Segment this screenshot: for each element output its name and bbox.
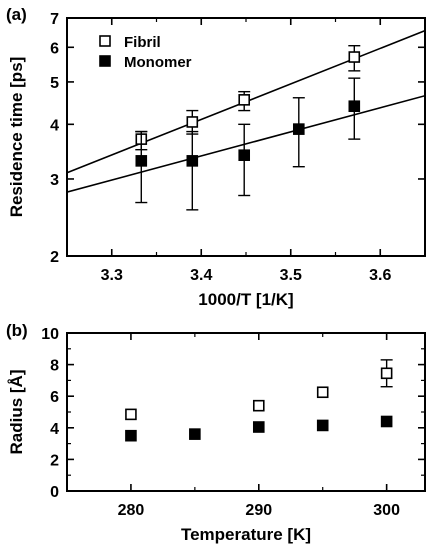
legend-label: Monomer (124, 54, 192, 71)
data-point-filled (189, 428, 201, 440)
data-point-open (186, 116, 199, 128)
panel-label: (b) (6, 321, 28, 340)
fit-line (67, 94, 425, 193)
y-tick-label: 7 (50, 11, 59, 28)
data-point-open (316, 386, 329, 399)
x-tick-label: 290 (245, 502, 272, 519)
plot-frame-1 (66, 332, 426, 492)
y-tick-label: 10 (41, 326, 59, 343)
panel-label: (a) (6, 5, 27, 24)
data-point-filled (125, 429, 137, 442)
x-tick-label: 3.4 (190, 267, 212, 284)
data-point-filled (316, 419, 329, 432)
y-tick-label: 8 (50, 358, 59, 375)
data-point-open (125, 408, 137, 421)
data-point-filled (252, 421, 265, 433)
y-axis-label: Residence time [ps] (7, 57, 26, 218)
y-tick-label: 6 (50, 40, 59, 57)
x-tick-label: 300 (373, 502, 400, 519)
y-tick-label: 2 (50, 452, 59, 469)
x-tick-label: 3.5 (280, 267, 302, 284)
y-tick-label: 4 (50, 117, 59, 134)
data-point-open (348, 51, 361, 63)
y-tick-label: 0 (50, 484, 59, 501)
data-point-filled (135, 155, 148, 167)
x-tick-label: 3.3 (101, 267, 123, 284)
data-point-filled (293, 123, 305, 135)
legend-marker (99, 35, 111, 47)
x-tick-label: 280 (118, 502, 145, 519)
legend-marker (99, 55, 111, 67)
y-tick-label: 6 (50, 389, 59, 406)
x-axis-label: 1000/T [1/K] (198, 290, 293, 309)
data-point-open (238, 94, 251, 106)
data-point-open (380, 367, 393, 380)
data-point-filled (348, 100, 361, 113)
y-tick-label: 5 (50, 75, 59, 92)
data-point-open (252, 399, 265, 412)
y-tick-label: 3 (50, 172, 59, 189)
y-axis-label: Radius [Å] (7, 370, 26, 455)
x-tick-label: 3.6 (369, 267, 391, 284)
data-point-filled (186, 155, 199, 167)
data-point-filled (380, 415, 393, 428)
y-tick-label: 4 (50, 421, 59, 438)
x-axis-label: Temperature [K] (181, 525, 311, 544)
data-point-filled (238, 149, 251, 161)
legend-label: Fibril (124, 34, 161, 51)
y-tick-label: 2 (50, 249, 59, 266)
plot-frame-0 (66, 17, 426, 257)
